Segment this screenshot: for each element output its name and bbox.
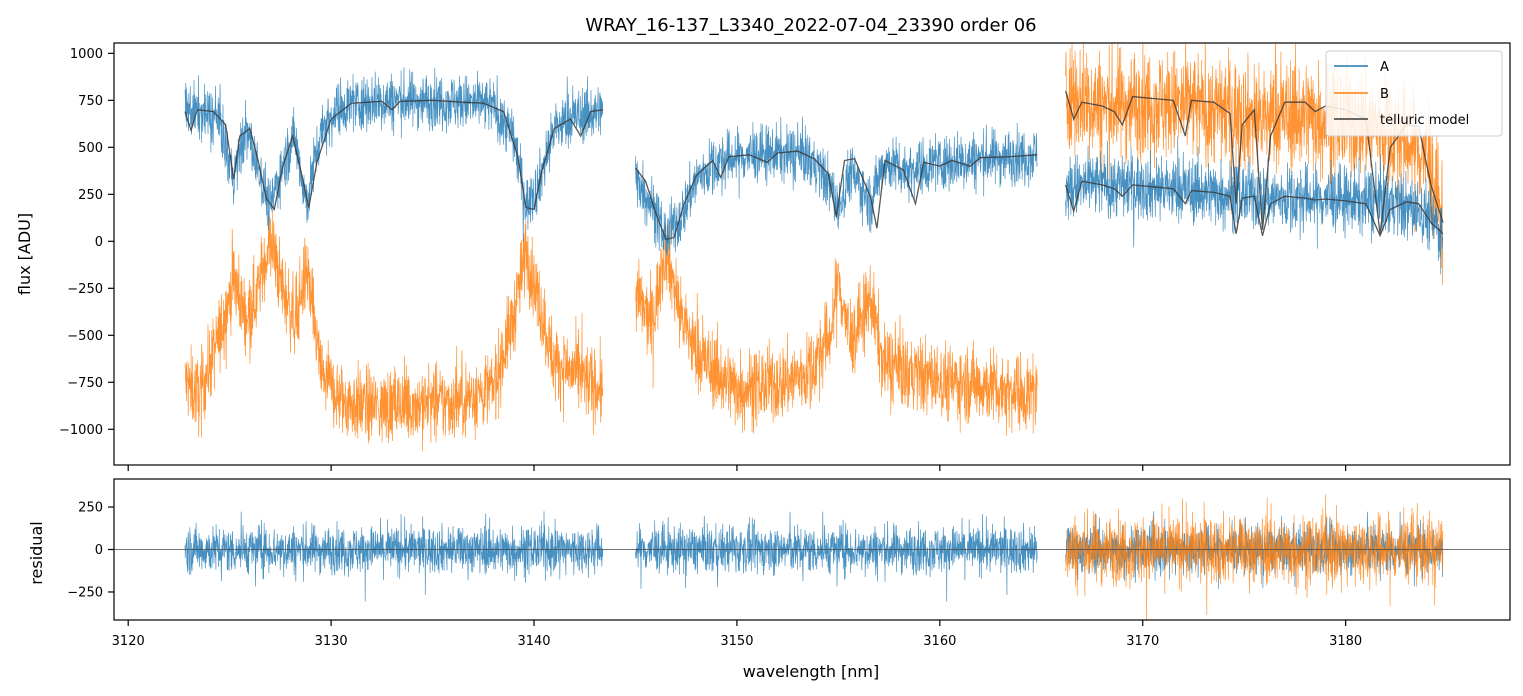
residual-x-tick-label: 3180 <box>1329 634 1362 649</box>
residual-y-tick-label: 0 <box>95 543 103 558</box>
flux-y-axis-label: flux [ADU] <box>15 213 34 295</box>
residual-x-tick-label: 3130 <box>315 634 348 649</box>
telluric-model-line <box>184 99 604 212</box>
residual-panel: −250 0 250 3120 3130 3140 3150 3160 3170 3180 re… <box>27 478 1511 681</box>
telluric-model-line <box>634 150 1038 241</box>
legend-box <box>1325 50 1503 137</box>
flux-y-tick-label: −500 <box>67 329 103 344</box>
legend: A B telluric model <box>1325 50 1503 137</box>
flux-panel: −1000 −750 −500 −250 0 250 500 750 1000 flux [AD… <box>15 42 1511 471</box>
residual-x-tick-label: 3170 <box>1126 634 1159 649</box>
residual-x-axis: 3120 3130 3140 3150 3160 3170 3180 <box>112 620 1362 649</box>
flux-axes-frame <box>113 42 1511 466</box>
flux-y-tick-label: −1000 <box>59 423 103 438</box>
flux-y-tick-label: 750 <box>78 94 103 109</box>
series-b-line <box>184 43 1444 452</box>
flux-y-axis: −1000 −750 −500 −250 0 250 500 750 1000 <box>59 47 114 438</box>
residual-series-b-line <box>1065 494 1444 620</box>
flux-y-tick-label: 250 <box>78 188 103 203</box>
residual-y-tick-label: 250 <box>78 501 103 516</box>
flux-y-tick-label: 0 <box>95 235 103 250</box>
telluric-model-line <box>1064 90 1444 234</box>
legend-label-a: A <box>1380 60 1389 75</box>
residual-y-axis: −250 0 250 <box>67 501 114 600</box>
residual-plot-area <box>114 494 1510 620</box>
chart-title: WRAY_16-137_L3340_2022-07-04_23390 order… <box>585 15 1036 36</box>
flux-y-tick-label: 500 <box>78 141 103 156</box>
flux-x-axis <box>127 465 1347 471</box>
telluric-model-line <box>1064 180 1444 238</box>
residual-x-tick-label: 3120 <box>112 634 145 649</box>
residual-y-tick-label: −250 <box>67 585 103 600</box>
legend-label-b: B <box>1380 87 1389 102</box>
flux-y-tick-label: −250 <box>67 282 103 297</box>
residual-x-tick-label: 3150 <box>720 634 753 649</box>
flux-y-tick-label: −750 <box>67 376 103 391</box>
legend-label-telluric: telluric model <box>1380 113 1469 128</box>
residual-y-axis-label: residual <box>27 521 46 584</box>
residual-x-tick-label: 3140 <box>517 634 550 649</box>
residual-x-tick-label: 3160 <box>923 634 956 649</box>
flux-y-tick-label: 1000 <box>70 47 103 62</box>
x-axis-label: wavelength [nm] <box>743 662 880 681</box>
flux-plot-area <box>184 43 1444 452</box>
